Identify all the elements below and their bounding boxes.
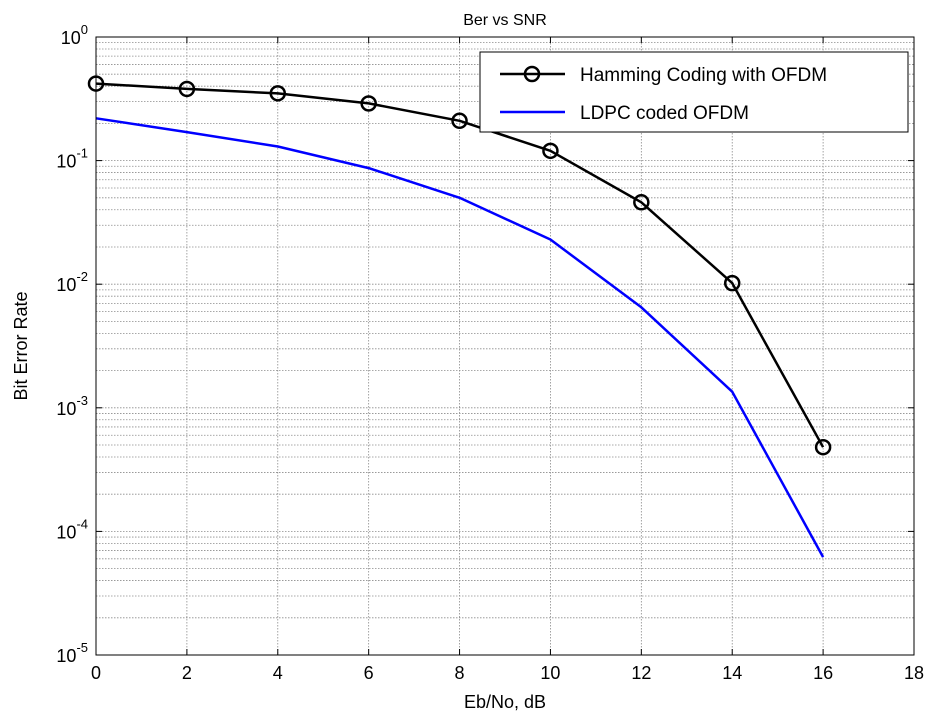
- x-tick-label: 14: [722, 663, 742, 683]
- legend: Hamming Coding with OFDM LDPC coded OFDM: [479, 51, 909, 133]
- data-point-marker: [723, 274, 741, 292]
- legend-box: [479, 51, 909, 133]
- legend-marker-1: [523, 65, 541, 83]
- x-tick-label: 10: [540, 663, 560, 683]
- x-tick-label: 6: [364, 663, 374, 683]
- data-point-marker: [269, 85, 287, 102]
- y-tick-label: 10-2: [56, 269, 88, 295]
- data-point-marker: [542, 142, 559, 160]
- x-tick-labels: 0 2 4 6 8 10 12 14 16 18: [91, 37, 924, 683]
- y-tick-label: 100: [61, 22, 88, 48]
- chart-title: Ber vs SNR: [463, 12, 547, 29]
- plot-area: 0 2 4 6 8 10 12 14 16 18 100 10-1 10-2 10-3 10-4 10-5: [56, 22, 924, 683]
- x-tick-label: 8: [455, 663, 465, 683]
- x-tick-label: 4: [273, 663, 283, 683]
- legend-label-2: LDPC coded OFDM: [580, 103, 749, 124]
- x-tick-label: 0: [91, 663, 101, 683]
- data-point-marker: [360, 95, 377, 112]
- data-point-marker: [178, 80, 196, 98]
- y-tick-label: 10-1: [56, 146, 88, 172]
- data-point-marker: [633, 194, 650, 211]
- axes-box: [95, 36, 915, 656]
- x-axis-label: Eb/No, dB: [464, 692, 546, 712]
- x-tick-label: 12: [631, 663, 651, 683]
- y-tick-label: 10-5: [56, 640, 88, 666]
- x-tick-label: 2: [182, 663, 192, 683]
- series-line-1: [95, 82, 825, 448]
- y-axis-label: Bit Error Rate: [11, 291, 31, 400]
- legend-label-1: Hamming Coding with OFDM: [580, 65, 827, 86]
- y-tick-label: 10-3: [56, 393, 88, 419]
- x-tick-label: 18: [904, 663, 924, 683]
- data-point-marker: [814, 438, 832, 456]
- data-point-marker: [451, 112, 468, 130]
- y-tick-labels: 100 10-1 10-2 10-3 10-4 10-5: [56, 22, 914, 666]
- x-tick-label: 16: [813, 663, 833, 683]
- y-tick-label: 10-4: [56, 516, 88, 542]
- grid-lines: [96, 37, 914, 655]
- series-layer: [87, 75, 832, 558]
- series-line-2: [95, 117, 825, 558]
